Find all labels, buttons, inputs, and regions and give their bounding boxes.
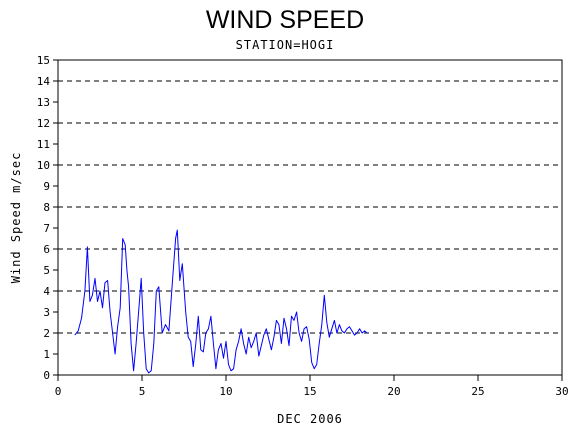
y-axis-label: Wind Speed m/sec — [9, 152, 23, 284]
plot-frame — [57, 59, 563, 376]
y-tick-label: 0 — [43, 369, 50, 382]
x-tick-label: 25 — [471, 385, 484, 398]
x-tick-label: 20 — [387, 385, 400, 398]
y-tick-label: 6 — [43, 243, 50, 256]
y-tick-label: 1 — [43, 348, 50, 361]
x-tick-label: 5 — [139, 385, 146, 398]
y-tick-label: 5 — [43, 264, 50, 277]
grid-lines — [58, 80, 562, 376]
y-tick-label: 12 — [37, 117, 50, 130]
chart-title: WIND SPEED — [205, 6, 365, 34]
y-tick-label: 14 — [37, 75, 51, 88]
y-tick-label: 3 — [43, 306, 50, 319]
y-tick-label: 11 — [37, 138, 50, 151]
series-group — [74, 229, 368, 374]
x-tick-label: 10 — [219, 385, 232, 398]
x-tick-label: 15 — [303, 385, 316, 398]
x-axis-ticks: 0 5 10 15 20 25 30 — [55, 375, 569, 398]
y-tick-label: 15 — [37, 54, 50, 67]
x-tick-label: 30 — [555, 385, 568, 398]
y-tick-label: 4 — [43, 285, 50, 298]
y-tick-label: 2 — [43, 327, 50, 340]
y-tick-label: 9 — [43, 180, 50, 193]
x-tick-label: 0 — [55, 385, 62, 398]
y-tick-label: 8 — [43, 201, 50, 214]
y-tick-label: 13 — [37, 96, 50, 109]
series-line — [74, 229, 368, 374]
x-axis-label: DEC 2006 — [277, 412, 343, 426]
y-tick-label: 10 — [37, 159, 50, 172]
y-tick-label: 7 — [43, 222, 50, 235]
chart-subtitle: STATION=HOGI — [235, 38, 335, 52]
